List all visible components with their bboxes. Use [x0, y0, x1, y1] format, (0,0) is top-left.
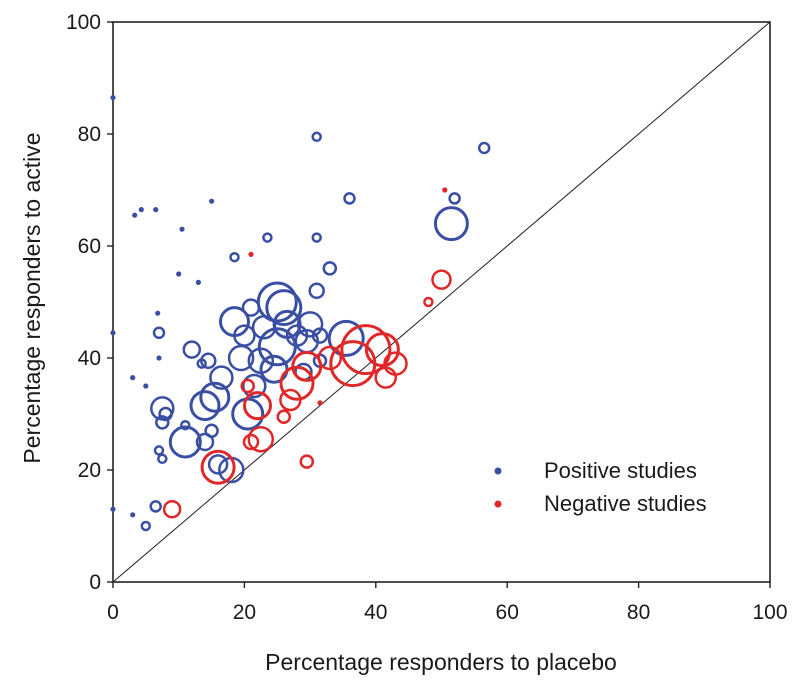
positive-study-point	[179, 226, 185, 232]
positive-study-point	[182, 340, 202, 359]
negative-study-point	[243, 391, 272, 421]
negative-study-point	[317, 400, 323, 406]
positive-study-point	[180, 419, 191, 431]
positive-study-point	[233, 324, 256, 347]
positive-study-point	[343, 192, 356, 205]
legend-marker-negative	[494, 500, 502, 508]
positive-study-point	[158, 406, 173, 422]
x-tick-label: 20	[233, 601, 256, 624]
positive-study-point	[209, 198, 215, 204]
data-points	[110, 95, 491, 532]
legend-label-positive: Positive studies	[544, 458, 697, 483]
negative-study-point	[299, 454, 315, 469]
positive-study-point	[168, 425, 202, 459]
legend-marker-positive	[494, 467, 502, 475]
negative-study-point	[247, 425, 275, 453]
negative-study-point	[340, 324, 392, 376]
positive-study-point	[130, 512, 136, 518]
negative-study-point	[383, 351, 408, 376]
positive-study-point	[110, 95, 116, 101]
identity-line	[112, 21, 771, 583]
plot-border	[112, 21, 771, 583]
y-tick-label: 0	[89, 571, 101, 594]
positive-study-point	[143, 383, 149, 389]
positive-study-point	[132, 212, 138, 218]
negative-study-point	[240, 378, 255, 394]
positive-study-point	[200, 352, 217, 370]
positive-study-point	[256, 281, 298, 323]
positive-study-point	[140, 520, 152, 532]
negative-study-point	[291, 350, 323, 382]
x-tick-label: 80	[627, 601, 650, 624]
negative-study-point	[242, 433, 260, 451]
negative-study-point	[279, 365, 315, 401]
x-tick-label: 0	[107, 601, 119, 624]
negative-study-point	[276, 409, 292, 425]
positive-study-point	[296, 311, 324, 338]
positive-study-point	[195, 432, 215, 452]
negative-study-point	[317, 345, 343, 371]
positive-study-point	[477, 141, 491, 155]
positive-study-point	[207, 454, 229, 475]
positive-study-point	[156, 355, 162, 361]
positive-study-point	[204, 423, 219, 439]
legend: Positive studies Negative studies	[494, 458, 707, 516]
positive-study-point	[153, 445, 165, 456]
positive-study-point	[262, 232, 273, 243]
y-tick-label: 20	[78, 459, 101, 482]
positive-study-point	[308, 282, 325, 300]
positive-study-point	[189, 390, 221, 422]
positive-study-point	[110, 506, 116, 512]
positive-study-point	[327, 319, 365, 357]
positive-study-point	[130, 375, 136, 381]
negative-study-point	[162, 499, 182, 519]
positive-study-point	[265, 289, 303, 327]
y-axis-title: Percentage responders to active	[19, 132, 45, 463]
positive-study-point	[199, 381, 231, 413]
positive-study-point	[195, 279, 201, 285]
negative-study-point	[431, 269, 452, 290]
positive-study-point	[311, 131, 322, 143]
negative-study-point	[442, 187, 448, 193]
y-tick-label: 40	[78, 347, 101, 370]
negative-study-point	[200, 449, 236, 485]
positive-study-point	[152, 326, 166, 340]
positive-study-point	[155, 310, 161, 316]
negative-study-point	[248, 251, 254, 257]
positive-study-point	[229, 251, 240, 263]
positive-study-point	[257, 327, 297, 367]
positive-study-point	[138, 207, 144, 213]
positive-study-point	[311, 232, 322, 243]
y-tick-label: 60	[78, 235, 101, 258]
positive-study-point	[176, 271, 182, 277]
plot-frame: 0 20 40 60 80 100 0 20 40 60 80 100	[66, 11, 788, 624]
positive-study-point	[448, 192, 461, 205]
negative-study-point	[329, 340, 377, 388]
y-tick-label: 80	[78, 123, 101, 146]
negative-study-point	[423, 296, 434, 308]
x-tick-label: 40	[364, 601, 387, 624]
legend-label-negative: Negative studies	[544, 491, 707, 516]
y-tick-label: 100	[66, 11, 101, 34]
positive-study-point	[242, 373, 267, 399]
axis-labels: Percentage responders to placebo Percent…	[19, 132, 617, 675]
positive-study-point	[209, 365, 234, 390]
positive-study-point	[153, 207, 159, 213]
positive-study-point	[241, 298, 261, 317]
x-axis-title: Percentage responders to placebo	[265, 649, 617, 675]
positive-study-point	[433, 206, 469, 242]
positive-study-point	[110, 330, 116, 336]
positive-study-point	[149, 500, 162, 513]
x-tick-label: 100	[752, 601, 787, 624]
x-tick-label: 60	[496, 601, 519, 624]
positive-study-point	[311, 327, 329, 344]
negative-study-point	[364, 332, 400, 368]
positive-study-point	[155, 415, 170, 430]
positive-study-point	[322, 261, 338, 276]
positive-study-point	[157, 453, 168, 465]
